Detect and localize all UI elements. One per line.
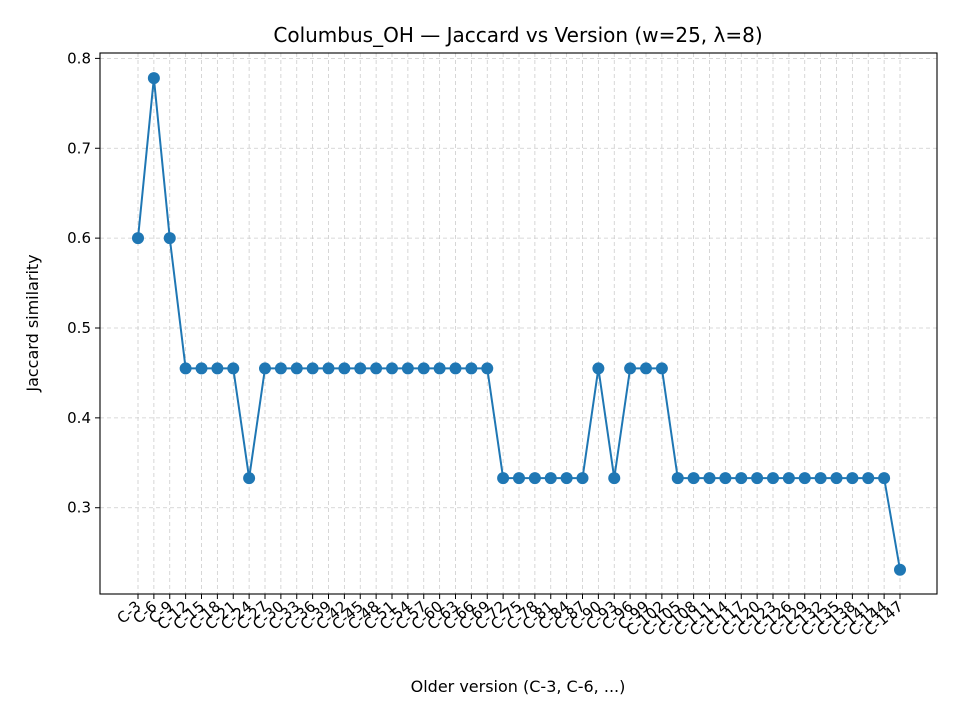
data-point bbox=[655, 362, 668, 375]
y-tick-label: 0.5 bbox=[67, 319, 91, 337]
data-point bbox=[290, 362, 303, 375]
data-point bbox=[322, 362, 335, 375]
data-point bbox=[243, 472, 256, 485]
data-point bbox=[497, 472, 510, 485]
data-point bbox=[640, 362, 652, 375]
data-point bbox=[767, 472, 779, 485]
data-point bbox=[751, 472, 764, 485]
data-point bbox=[481, 362, 494, 375]
data-point bbox=[211, 362, 224, 375]
grid-layer bbox=[100, 53, 937, 594]
data-point bbox=[163, 232, 176, 245]
data-point bbox=[846, 472, 859, 485]
plot-frame bbox=[99, 52, 938, 595]
data-point bbox=[259, 362, 271, 375]
data-point bbox=[687, 472, 700, 485]
data-point bbox=[862, 472, 875, 485]
data-point bbox=[417, 362, 430, 375]
data-point bbox=[624, 362, 637, 375]
data-point bbox=[179, 362, 192, 375]
y-ticks: 0.3 0.4 0.5 0.6 0.7 0.8 bbox=[67, 49, 100, 517]
y-tick-label: 0.8 bbox=[67, 49, 91, 67]
data-point bbox=[878, 472, 891, 485]
data-point bbox=[370, 362, 383, 375]
data-point bbox=[894, 563, 906, 576]
data-point bbox=[560, 472, 573, 485]
data-point bbox=[401, 362, 414, 375]
data-point bbox=[132, 232, 144, 245]
data-point bbox=[274, 362, 287, 375]
y-axis-label: Jaccard similarity bbox=[23, 254, 42, 392]
y-tick-label: 0.7 bbox=[67, 139, 91, 157]
data-point bbox=[671, 472, 684, 485]
x-axis-label: Older version (C-3, C-6, ...) bbox=[411, 677, 626, 696]
data-point bbox=[576, 472, 589, 485]
data-point bbox=[703, 472, 716, 485]
data-point bbox=[465, 362, 478, 375]
data-point bbox=[227, 362, 240, 375]
y-tick-label: 0.4 bbox=[67, 409, 91, 427]
data-point bbox=[735, 472, 748, 485]
data-point bbox=[830, 472, 843, 485]
data-point bbox=[528, 472, 541, 485]
data-point bbox=[782, 472, 795, 485]
data-point bbox=[338, 362, 351, 375]
y-tick-label: 0.3 bbox=[67, 499, 91, 517]
data-point bbox=[433, 362, 446, 375]
chart-title: Columbus_OH — Jaccard vs Version (w=25, … bbox=[273, 23, 762, 47]
data-point bbox=[814, 472, 827, 485]
data-point bbox=[195, 362, 208, 375]
data-point bbox=[719, 472, 732, 485]
y-tick-label: 0.6 bbox=[67, 229, 91, 247]
data-point bbox=[147, 72, 160, 85]
data-point bbox=[386, 362, 398, 375]
data-point bbox=[449, 362, 462, 375]
data-point bbox=[592, 362, 605, 375]
data-point bbox=[608, 472, 621, 485]
data-point bbox=[544, 472, 557, 485]
series-layer bbox=[132, 72, 906, 576]
data-point bbox=[306, 362, 319, 375]
x-ticks: C-3C-6C-9C-12C-15C-18C-21C-24C-27C-30C-3… bbox=[114, 594, 907, 640]
data-point bbox=[798, 472, 811, 485]
data-point bbox=[354, 362, 367, 375]
data-point bbox=[513, 472, 525, 485]
